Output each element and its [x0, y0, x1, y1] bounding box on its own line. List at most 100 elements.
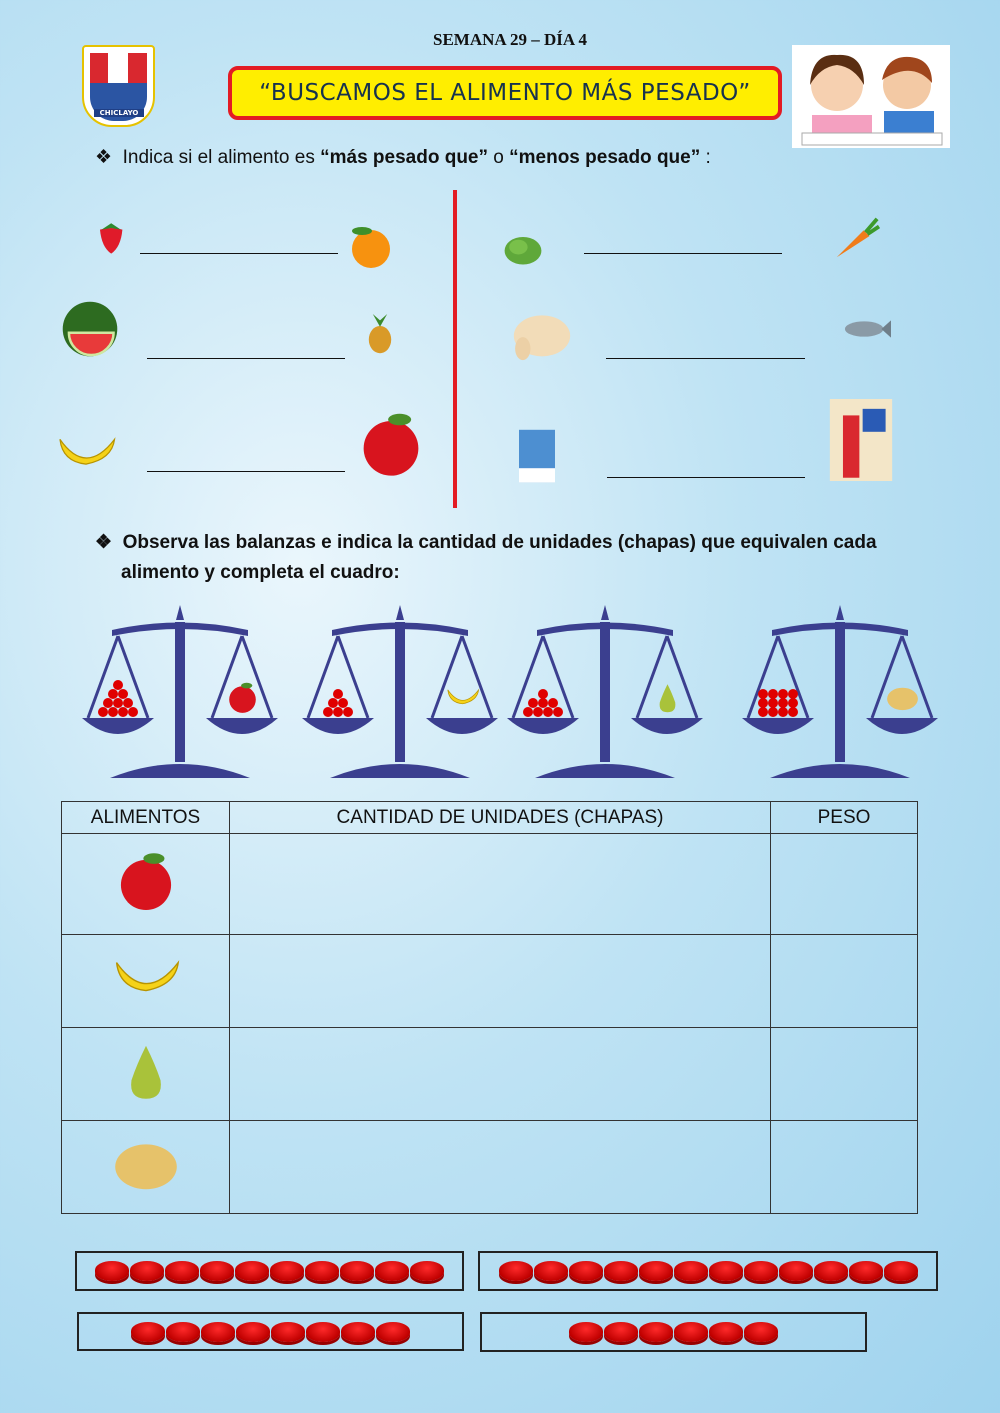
school-logo: CHICLAYO [82, 45, 155, 127]
chip-group[interactable] [478, 1251, 938, 1291]
table-row [61, 833, 918, 935]
chip [788, 689, 798, 699]
chip [118, 707, 128, 717]
chip-group[interactable] [75, 1251, 464, 1291]
chip-icon [305, 1261, 339, 1281]
watermelon-icon [45, 298, 135, 360]
food-cell [61, 934, 230, 1028]
week-label: SEMANA 29 – DÍA 4 [433, 30, 587, 49]
pear-icon [130, 1045, 161, 1099]
chip [548, 698, 558, 708]
chip [788, 698, 798, 708]
chip [553, 707, 563, 717]
chip [523, 707, 533, 717]
table-row [61, 1120, 918, 1214]
quantity-cell[interactable] [229, 833, 771, 935]
chip [778, 698, 788, 708]
potato-icon [887, 687, 918, 711]
food-cell [61, 1027, 230, 1121]
instruction-2-line2: alimento y completa el cuadro: [121, 562, 400, 583]
weight-cell[interactable] [770, 934, 918, 1028]
chip-icon [673, 1261, 708, 1281]
chip-icon [130, 1261, 164, 1281]
chip [778, 689, 788, 699]
chip [113, 698, 123, 708]
strawberry-icon [92, 220, 132, 260]
weights-table: ALIMENTOS CANTIDAD DE UNIDADES (CHAPAS) PE… [61, 801, 918, 1214]
quantity-cell[interactable] [229, 934, 771, 1028]
lettuce-icon [495, 225, 551, 271]
kids-illustration [792, 45, 950, 148]
chip [333, 707, 343, 717]
potato-icon [114, 1144, 177, 1190]
answer-blank[interactable] [147, 358, 345, 359]
chip-icon [639, 1322, 673, 1342]
chip-icon [569, 1322, 603, 1342]
chip [768, 689, 778, 699]
page-title: “BUSCAMOS EL ALIMENTO MÁS PESADO” [228, 66, 782, 120]
fish-icon [815, 305, 919, 353]
chip [543, 707, 553, 717]
chip-icon [709, 1322, 743, 1342]
chip-icon [743, 1261, 778, 1281]
carrot-icon [818, 215, 892, 263]
chip [758, 707, 768, 717]
chip-icon [744, 1322, 778, 1342]
chip [533, 707, 543, 717]
chip-icon [674, 1322, 708, 1342]
chip-icon [568, 1261, 603, 1281]
chip [538, 689, 548, 699]
chip-icon [166, 1321, 200, 1342]
table-row [61, 934, 918, 1028]
chip-icon [235, 1261, 269, 1281]
answer-blank[interactable] [140, 253, 338, 254]
chip [323, 707, 333, 717]
chip [118, 689, 128, 699]
chip [778, 707, 788, 717]
chip-icon [376, 1321, 410, 1342]
chip [788, 707, 798, 717]
food-cell [61, 833, 230, 935]
orange-icon [342, 222, 400, 272]
weight-cell[interactable] [770, 1120, 918, 1214]
chip-group[interactable] [480, 1312, 867, 1352]
chip [98, 707, 108, 717]
header-quantity: CANTIDAD DE UNIDADES (CHAPAS) [229, 801, 771, 834]
quantity-cell[interactable] [229, 1027, 771, 1121]
weight-cell[interactable] [770, 833, 918, 935]
chip [108, 707, 118, 717]
chip-icon [883, 1261, 918, 1281]
rice-icon [820, 375, 902, 505]
banana-icon [115, 960, 179, 992]
chip [103, 698, 113, 708]
balances [82, 605, 938, 778]
balance-scale [742, 605, 938, 778]
chip-icon [270, 1261, 304, 1281]
answer-blank[interactable] [607, 477, 805, 478]
apple-icon [120, 853, 171, 911]
chip [328, 698, 338, 708]
chip-icon [200, 1261, 234, 1281]
table-row [61, 1027, 918, 1121]
instruction-2: ❖ Observa las balanzas e indica la canti… [95, 532, 877, 553]
chip-icon [848, 1261, 883, 1281]
answer-blank[interactable] [147, 471, 345, 472]
chip [338, 698, 348, 708]
weight-cell[interactable] [770, 1027, 918, 1121]
chip-icon [604, 1322, 638, 1342]
chip-group[interactable] [77, 1312, 464, 1351]
chip [108, 689, 118, 699]
banana-icon [37, 422, 135, 484]
quantity-cell[interactable] [229, 1120, 771, 1214]
chip-icon [271, 1321, 305, 1342]
chip-icon [340, 1261, 374, 1281]
chip-icon [95, 1261, 129, 1281]
answer-blank[interactable] [584, 253, 782, 254]
answer-blank[interactable] [606, 358, 805, 359]
balance-scale [507, 605, 703, 778]
chip [528, 698, 538, 708]
chicken-icon [498, 300, 586, 364]
balance-scale [302, 605, 498, 778]
chip-icon [638, 1261, 673, 1281]
banana-icon [447, 688, 480, 705]
